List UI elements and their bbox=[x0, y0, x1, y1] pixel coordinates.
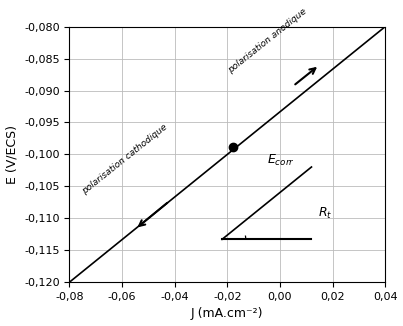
Y-axis label: E (V/ECS): E (V/ECS) bbox=[6, 125, 19, 184]
Text: polarisation cathodique: polarisation cathodique bbox=[81, 123, 169, 196]
X-axis label: J (mA.cm⁻²): J (mA.cm⁻²) bbox=[191, 307, 264, 320]
Text: $E_{corr}$: $E_{corr}$ bbox=[267, 153, 295, 168]
Text: polarisation anodique: polarisation anodique bbox=[227, 7, 309, 75]
Text: $R_t$: $R_t$ bbox=[318, 206, 332, 221]
